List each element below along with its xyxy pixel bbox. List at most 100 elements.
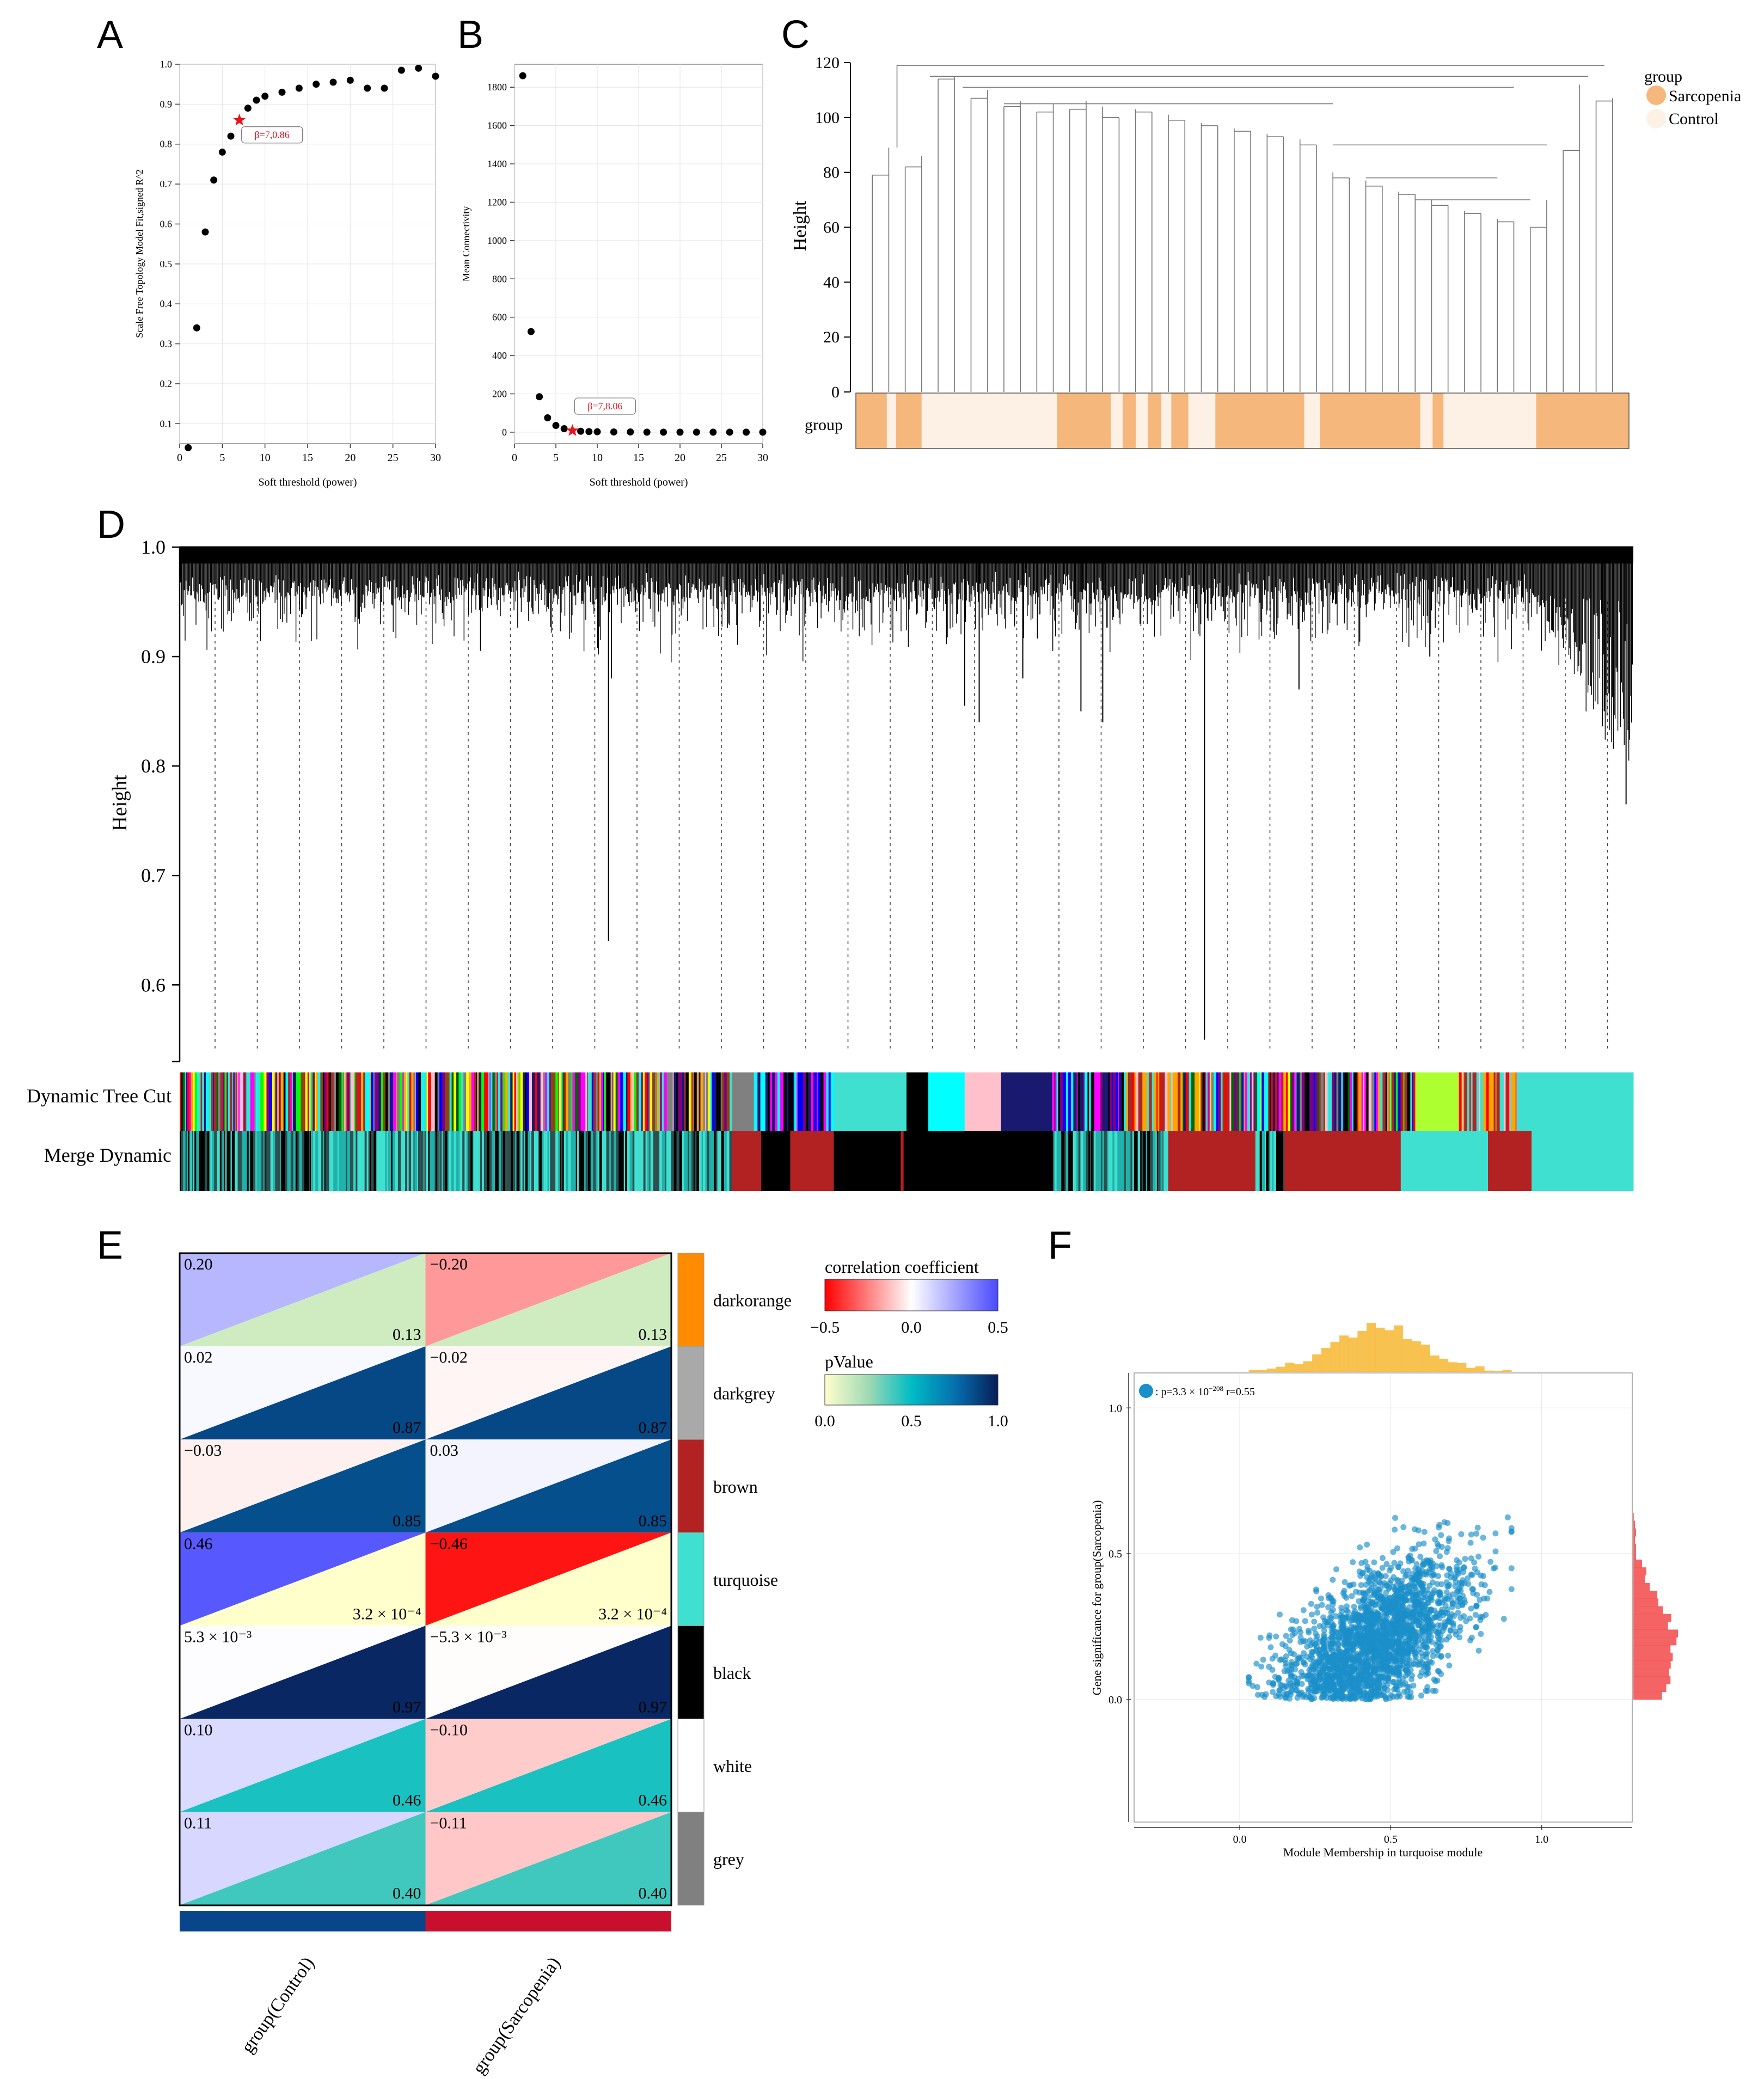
color-stripe [1080,1131,1083,1191]
data-point [1404,1684,1411,1690]
color-stripe [1272,1131,1274,1191]
color-stripe [1257,1072,1260,1131]
color-stripe [616,1131,619,1191]
color-stripe [783,1072,786,1131]
data-point [1382,1665,1388,1672]
data-point [1306,1671,1312,1678]
data-point [1453,1579,1459,1585]
color-stripe [1479,1072,1481,1131]
color-stripe [659,1072,660,1131]
color-stripe [520,1072,523,1131]
color-stripe [1343,1072,1345,1131]
color-stripe [589,1072,592,1131]
color-stripe [798,1072,801,1131]
color-stripe [1160,1131,1163,1191]
color-stripe [1134,1131,1136,1191]
color-stripe [1328,1072,1332,1131]
color-stripe [797,1072,798,1131]
color-stripe [1087,1072,1089,1131]
data-point [1390,1549,1396,1555]
color-stripe [493,1131,495,1191]
color-stripe [199,1131,201,1191]
color-stripe [1323,1072,1326,1131]
color-stripe [1304,1072,1306,1131]
data-point [1471,1559,1478,1566]
color-stripe [1086,1131,1087,1191]
color-stripe [1183,1072,1184,1131]
color-stripe [1266,1131,1269,1191]
scale-free-fit-chart: 0 5 10 15 20 25 30 0.10.20.30.40.50.60.70.80.9… [134,59,441,488]
color-stripe [1268,1131,1270,1191]
color-stripe [525,1072,527,1131]
data-point [1373,1646,1380,1652]
data-point [1328,1678,1335,1684]
color-stripe [1310,1072,1312,1131]
data-point [1401,1689,1407,1695]
color-stripe [411,1072,414,1131]
color-stripe [378,1072,382,1131]
color-stripe [1087,1131,1089,1191]
color-stripe [588,1131,591,1191]
data-point [1417,1658,1424,1665]
color-stripe [1185,1072,1189,1131]
color-stripe [716,1072,718,1131]
data-point [1255,1691,1261,1698]
data-point [1468,1571,1474,1578]
color-stripe [550,1072,554,1131]
data-point [1454,1557,1460,1563]
data-point [1385,1655,1392,1661]
y-tick-label: 1200 [487,197,507,207]
color-stripe [1175,1072,1178,1131]
data-point [1406,1634,1413,1641]
pvalue-value: 0.97 [393,1698,421,1716]
color-stripe [1076,1131,1079,1191]
y-histogram-bar [1633,1551,1637,1560]
x-histogram-bar [1420,1344,1430,1372]
color-stripe [229,1131,230,1191]
color-stripe [1472,1072,1474,1131]
color-stripe [543,1072,546,1131]
color-stripe [1327,1072,1330,1131]
color-stripe [497,1131,499,1191]
group-bar-segment-sarcopenia [1215,393,1305,449]
data-point [1359,1625,1366,1632]
color-segment [1488,1131,1532,1191]
color-stripe [196,1131,199,1191]
data-point [1377,1585,1384,1592]
module-swatch-turquoise [677,1532,705,1626]
y-tick-label: 800 [492,273,507,284]
color-stripe [1150,1072,1152,1131]
color-stripe [252,1072,255,1131]
x-histogram-bar [1294,1364,1303,1372]
color-stripe [1165,1072,1168,1131]
color-stripe [642,1131,644,1191]
data-point [1321,1645,1327,1651]
data-point [1430,1653,1436,1659]
data-point [1281,1691,1288,1697]
color-stripe [1135,1131,1138,1191]
y-tick-label: 0.2 [160,378,173,389]
data-point [253,96,260,104]
data-point [1438,1532,1444,1538]
color-stripe [402,1072,405,1131]
color-stripe [246,1131,247,1191]
color-stripe [1187,1072,1189,1131]
color-stripe [601,1072,603,1131]
color-stripe [1101,1131,1102,1191]
color-stripe [1231,1072,1234,1131]
color-segment [903,1131,1052,1191]
data-point [1446,1634,1453,1640]
data-point [1422,1663,1428,1670]
y-tick-label: 20 [823,328,840,346]
color-stripe [224,1072,227,1131]
color-stripe [418,1131,421,1191]
data-point [1269,1666,1276,1673]
color-stripe [457,1072,459,1131]
correlation-triangle [425,1812,671,1905]
color-stripe [247,1072,250,1131]
color-stripe [1198,1072,1201,1131]
group-bar-segment-control [1443,393,1537,449]
color-stripe [1222,1072,1224,1131]
color-stripe [724,1131,727,1191]
x-histogram-bar [1375,1327,1385,1372]
